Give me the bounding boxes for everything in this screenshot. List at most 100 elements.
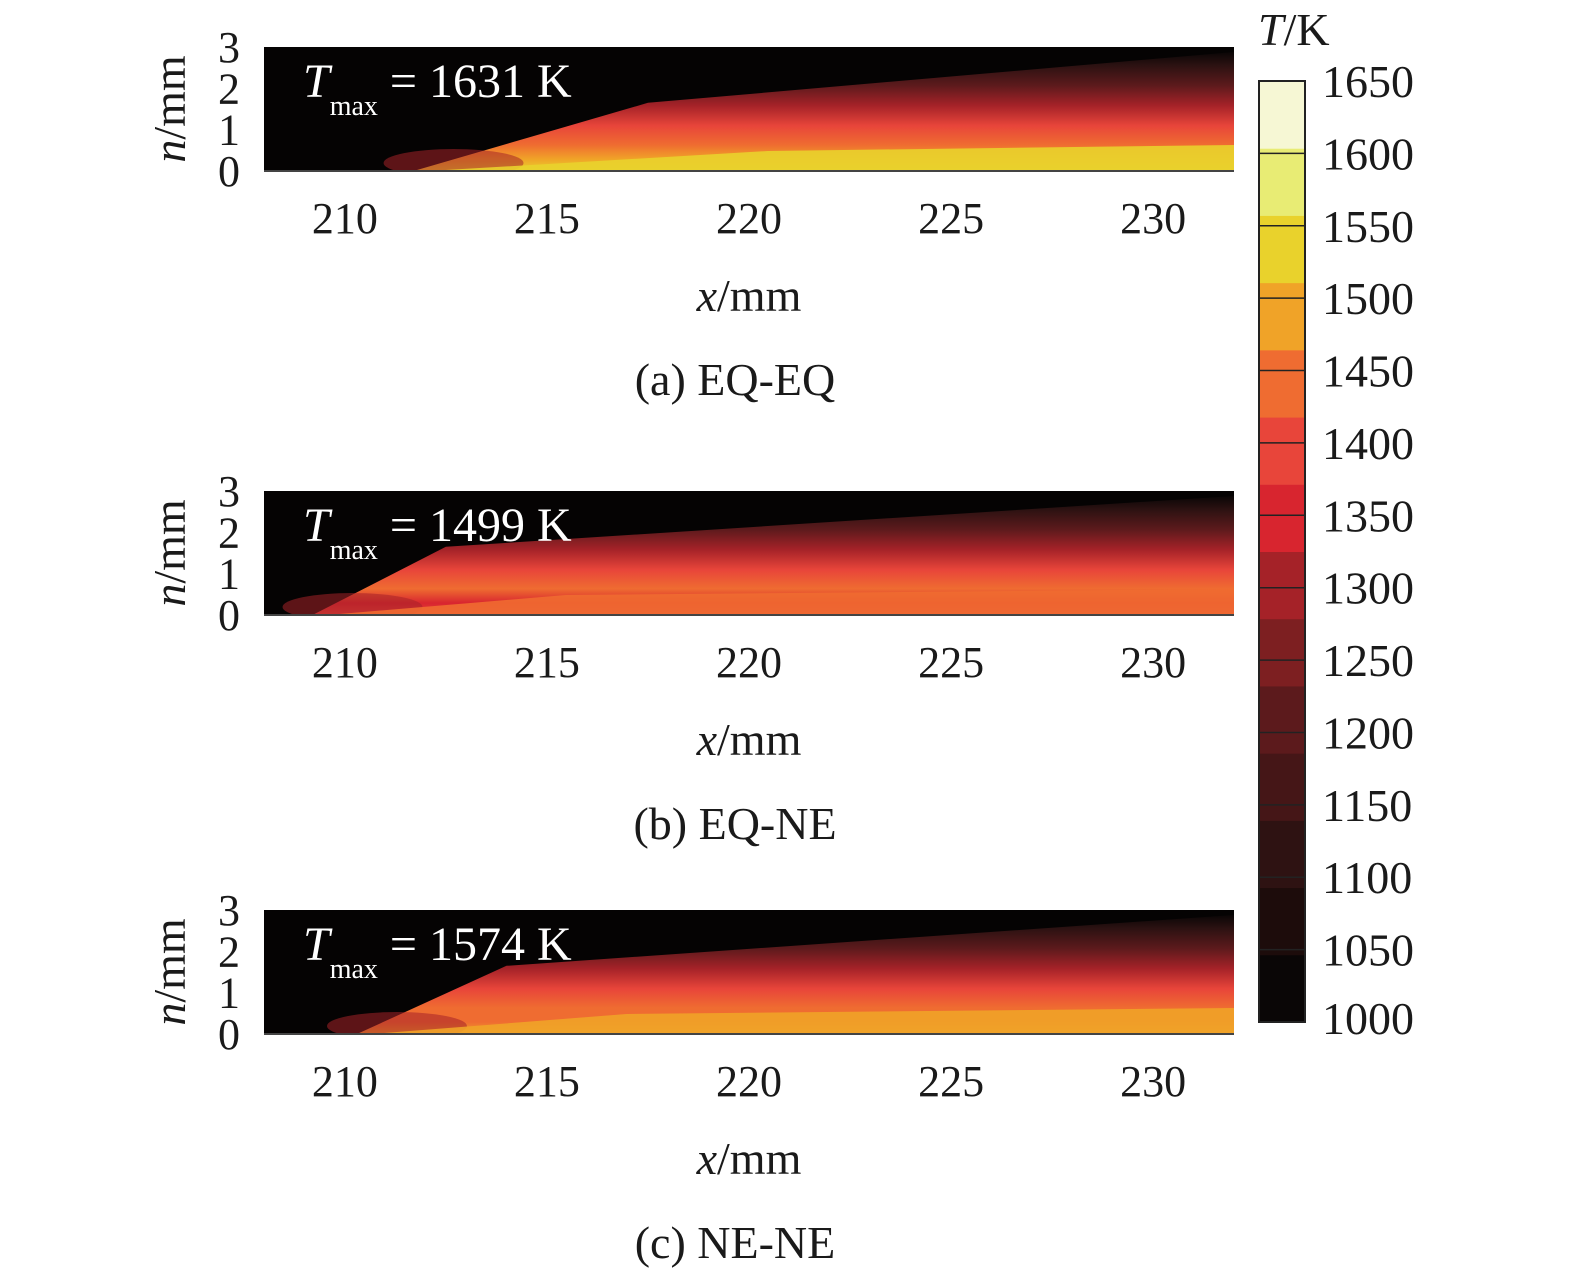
colorbar-tick-label: 1050 — [1322, 925, 1414, 976]
colorbar-segment — [1259, 81, 1305, 149]
flame-region — [356, 914, 1234, 1034]
annotation-symbol: T — [303, 918, 333, 971]
x-tick-label: 215 — [514, 638, 580, 687]
colorbar-tick-label: 1650 — [1322, 56, 1414, 107]
colorbar-segment — [1259, 148, 1305, 216]
colorbar-segment — [1259, 618, 1305, 687]
x-tick-label: 215 — [514, 194, 580, 243]
x-tick-label: 220 — [716, 1057, 782, 1106]
colorbar-segment — [1259, 215, 1305, 284]
tmax-annotation: Tmax = 1499 K — [303, 499, 572, 566]
colorbar-segment — [1259, 551, 1305, 620]
y-axis-unit: /mm — [144, 55, 195, 140]
x-tick-label: 210 — [312, 1057, 378, 1106]
y-axis-var: n — [144, 584, 195, 607]
colorbar-segment — [1259, 417, 1305, 485]
y-tick-label: 3 — [218, 23, 240, 72]
y-tick-label: 3 — [218, 467, 240, 516]
heatmap-area — [264, 491, 1234, 615]
ignition-glow — [326, 1012, 467, 1034]
colorbar-segment — [1259, 349, 1305, 418]
x-tick-label: 215 — [514, 1057, 580, 1106]
x-tick-label: 225 — [918, 1057, 984, 1106]
colorbar-segment — [1259, 685, 1305, 754]
colorbar-segment — [1259, 887, 1305, 956]
colorbar-tick-label: 1550 — [1322, 201, 1414, 252]
x-tick-label: 220 — [716, 194, 782, 243]
flame-region — [413, 51, 1234, 171]
annotation-subscript: max — [330, 954, 378, 985]
hot-core — [327, 589, 1234, 615]
panel-caption: (a) EQ-EQ — [635, 354, 836, 405]
y-tick-label: 0 — [218, 591, 240, 640]
y-axis-var: n — [144, 140, 195, 163]
y-axis-label: n/mm — [144, 499, 195, 607]
annotation-symbol: T — [303, 55, 333, 108]
x-axis-label: x/mm — [696, 714, 802, 765]
panel-caption: (b) EQ-NE — [633, 798, 836, 849]
y-tick-label: 0 — [218, 1010, 240, 1059]
colorbar-tick-label: 1200 — [1322, 707, 1414, 758]
hot-core — [428, 145, 1234, 171]
y-tick-label: 1 — [218, 550, 240, 599]
y-tick-label: 2 — [218, 64, 240, 113]
heatmap-area — [264, 910, 1234, 1034]
x-axis-label: x/mm — [696, 270, 802, 321]
y-tick-label: 1 — [218, 106, 240, 155]
colorbar-title: T/K — [1258, 4, 1330, 55]
ignition-glow — [282, 593, 423, 615]
colorbar-segment — [1259, 282, 1305, 351]
x-axis-var: x — [696, 714, 718, 765]
y-axis-unit: /mm — [144, 918, 195, 1003]
y-axis-unit: /mm — [144, 499, 195, 584]
colorbar-tick-label: 1450 — [1322, 346, 1414, 397]
annotation-symbol: T — [303, 499, 333, 552]
colorbar-tick-label: 1400 — [1322, 418, 1414, 469]
y-tick-label: 3 — [218, 886, 240, 935]
colorbar-segment — [1259, 753, 1305, 821]
colorbar-tick-label: 1000 — [1322, 993, 1414, 1044]
x-axis-unit: /mm — [717, 714, 802, 765]
y-axis-label: n/mm — [144, 918, 195, 1026]
y-axis-var: n — [144, 1003, 195, 1026]
tmax-annotation: Tmax = 1631 K — [303, 55, 572, 122]
flame-region — [312, 495, 1234, 615]
x-tick-label: 230 — [1120, 194, 1186, 243]
y-tick-label: 2 — [218, 508, 240, 557]
y-axis-label: n/mm — [144, 55, 195, 163]
ignition-glow — [383, 149, 524, 171]
x-tick-label: 220 — [716, 638, 782, 687]
heatmap-area — [264, 47, 1234, 171]
x-axis-var: x — [696, 270, 718, 321]
annotation-value: = 1574 K — [378, 918, 572, 971]
x-tick-label: 225 — [918, 194, 984, 243]
x-axis-var: x — [696, 1133, 718, 1184]
x-tick-label: 225 — [918, 638, 984, 687]
colorbar-segment — [1259, 484, 1305, 552]
annotation-value: = 1499 K — [378, 499, 572, 552]
colorbar-tick-label: 1350 — [1322, 490, 1414, 541]
x-axis-unit: /mm — [717, 1133, 802, 1184]
panel-caption: (c) NE-NE — [635, 1217, 836, 1268]
colorbar: 1000 1050 1100 1150 1200 1250 1300 1350 1400 1450… — [1258, 4, 1414, 1044]
colorbar-title-unit: /K — [1284, 4, 1330, 55]
colorbar-tick-label: 1150 — [1322, 780, 1412, 831]
y-tick-label: 0 — [218, 147, 240, 196]
annotation-subscript: max — [330, 91, 378, 122]
x-tick-label: 230 — [1120, 638, 1186, 687]
colorbar-tick-label: 1100 — [1322, 852, 1412, 903]
x-tick-label: 230 — [1120, 1057, 1186, 1106]
hot-core — [371, 1008, 1234, 1034]
x-axis-label: x/mm — [696, 1133, 802, 1184]
colorbar-tick-label: 1500 — [1322, 273, 1414, 324]
y-tick-label: 1 — [218, 969, 240, 1018]
annotation-subscript: max — [330, 535, 378, 566]
x-axis-unit: /mm — [717, 270, 802, 321]
colorbar-title-var: T — [1258, 4, 1287, 55]
y-tick-label: 2 — [218, 927, 240, 976]
x-tick-label: 210 — [312, 194, 378, 243]
